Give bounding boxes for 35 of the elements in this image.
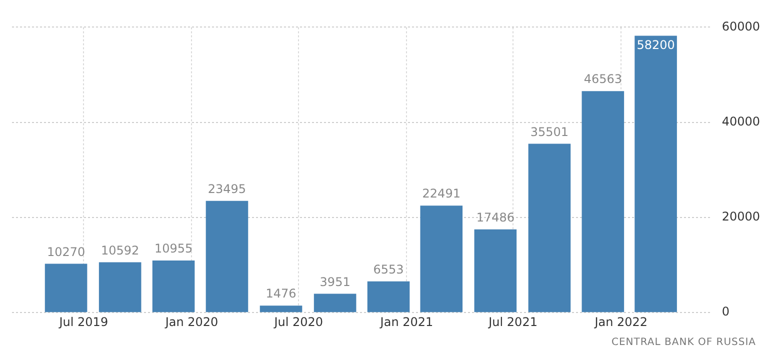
bar <box>367 281 410 312</box>
data-label: 58200 <box>636 38 675 52</box>
x-tick-label: Jul 2021 <box>488 314 538 329</box>
bar <box>260 306 302 312</box>
x-tick-label: Jan 2022 <box>594 314 648 329</box>
data-label: 1476 <box>266 286 296 301</box>
x-tick-label: Jan 2020 <box>164 314 218 329</box>
data-label: 22491 <box>422 186 460 201</box>
y-tick-label: 40000 <box>722 114 760 128</box>
x-tick-label: Jul 2019 <box>58 314 108 329</box>
data-label: 10955 <box>154 242 193 256</box>
data-label: 17486 <box>476 210 515 225</box>
x-tick-label: Jul 2020 <box>273 314 324 329</box>
y-tick-label: 60000 <box>722 19 760 34</box>
bar <box>474 229 517 312</box>
data-label: 6553 <box>373 262 404 277</box>
y-tick-label: 20000 <box>722 210 760 224</box>
bar <box>44 264 88 312</box>
bar <box>582 91 624 312</box>
data-label: 46563 <box>584 72 622 86</box>
text: CENTRAL BANK OF RUSSIA <box>610 337 757 348</box>
bar <box>528 144 571 312</box>
x-tick-label: Jan 2021 <box>379 314 434 329</box>
bar <box>314 294 356 312</box>
bar <box>420 206 463 312</box>
data-label: 23495 <box>208 182 246 196</box>
data-label: 35501 <box>530 124 569 139</box>
data-label: 10592 <box>100 243 140 258</box>
y-tick-label: 0 <box>722 304 730 319</box>
data-label: 3951 <box>320 274 350 289</box>
bar <box>152 260 195 312</box>
bar <box>634 36 677 312</box>
bar <box>206 200 248 312</box>
bar <box>98 262 142 312</box>
data-label: 10270 <box>46 244 86 259</box>
